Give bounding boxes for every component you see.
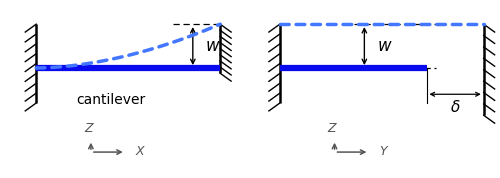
Text: $w$: $w$ xyxy=(206,38,221,55)
Text: X: X xyxy=(136,145,144,158)
Text: Z: Z xyxy=(84,122,92,135)
Text: Z: Z xyxy=(328,122,336,135)
Text: cantilever: cantilever xyxy=(76,93,146,106)
Text: $w$: $w$ xyxy=(377,38,392,55)
Text: Y: Y xyxy=(380,145,387,158)
Text: $\delta$: $\delta$ xyxy=(450,98,460,114)
